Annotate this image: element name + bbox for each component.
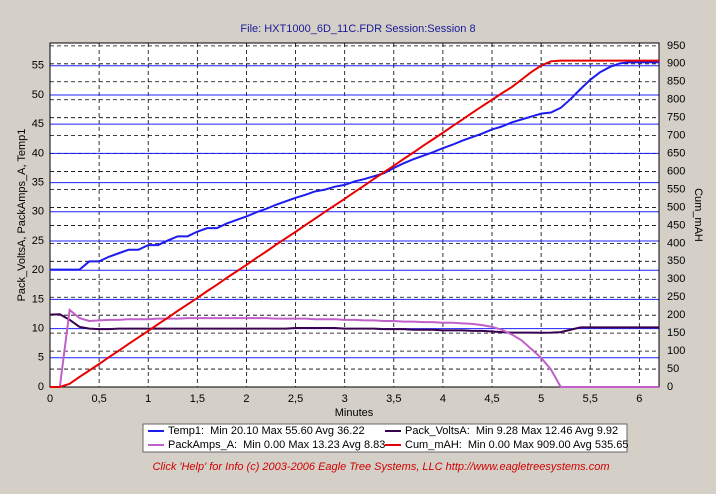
x-tick-label: 2 (243, 393, 249, 405)
y2-tick-label: 0 (667, 381, 673, 393)
y-tick-label: 25 (32, 235, 44, 247)
y2-tick-label: 350 (667, 255, 685, 267)
y2-tick-label: 900 (667, 58, 685, 70)
legend (142, 423, 628, 453)
y-tick-label: 45 (32, 118, 44, 130)
series-line (50, 59, 659, 388)
x-tick-label: 5,5 (583, 393, 598, 405)
y2-tick-label: 850 (667, 76, 685, 88)
y2-tick-label: 50 (667, 363, 679, 375)
y-tick-label: 20 (32, 264, 44, 276)
series-line (50, 61, 659, 271)
x-tick-label: 5 (538, 393, 544, 405)
legend-stats: Min 9.28 Max 12.46 Avg 9.92 (476, 425, 618, 437)
x-tick-label: 4 (440, 393, 446, 405)
x-tick-label: 4,5 (484, 393, 499, 405)
x-tick-label: 3,5 (386, 393, 401, 405)
y-tick-label: 50 (32, 89, 44, 101)
y2-tick-label: 550 (667, 183, 685, 195)
y2-tick-label: 700 (667, 130, 685, 142)
x-tick-label: 0 (47, 393, 53, 405)
y2-axis-label: Cum_mAH (692, 188, 704, 242)
y2-tick-label: 100 (667, 345, 685, 357)
x-tick-label: 0,5 (91, 393, 106, 405)
legend-label: Temp1: (168, 425, 204, 437)
y-tick-label: 55 (32, 60, 44, 72)
legend-stats: Min 0.00 Max 13.23 Avg 8.83 (243, 439, 385, 451)
y-tick-label: 30 (32, 206, 44, 218)
y-tick-label: 5 (38, 352, 44, 364)
chart-title: File: HXT1000_6D_11C.FDR Session:Session… (240, 23, 475, 35)
y-tick-label: 0 (38, 381, 44, 393)
y2-tick-label: 650 (667, 148, 685, 160)
y2-tick-label: 250 (667, 291, 685, 303)
legend-label: Cum_mAH: (405, 439, 462, 451)
legend-label: Pack_VoltsA: (405, 425, 470, 437)
y-tick-label: 35 (32, 176, 44, 188)
y2-tick-label: 800 (667, 94, 685, 106)
y-axis-label: Pack_VoltsA, PackAmps_A, Temp1 (16, 129, 28, 302)
y2-tick-label: 150 (667, 327, 685, 339)
y2-tick-label: 400 (667, 237, 685, 249)
x-tick-label: 1 (145, 393, 151, 405)
plot-border (49, 42, 660, 388)
x-tick-label: 2,5 (288, 393, 303, 405)
y2-tick-label: 750 (667, 112, 685, 124)
footer: Click 'Help' for Info (c) 2003-2006 Eagl… (152, 461, 609, 473)
legend-stats: Min 20.10 Max 55.60 Avg 36.22 (210, 425, 365, 437)
y2-tick-label: 950 (667, 40, 685, 52)
y-tick-label: 15 (32, 293, 44, 305)
x-tick-label: 1,5 (190, 393, 205, 405)
y2-tick-label: 450 (667, 219, 685, 231)
y-tick-label: 40 (32, 147, 44, 159)
x-axis-label: Minutes (335, 407, 374, 419)
y2-tick-label: 300 (667, 273, 685, 285)
x-tick-label: 3 (342, 393, 348, 405)
y-tick-label: 10 (32, 323, 44, 335)
y2-tick-label: 600 (667, 165, 685, 177)
y2-tick-label: 500 (667, 201, 685, 213)
legend-stats: Min 0.00 Max 909.00 Avg 535.65 (468, 439, 629, 451)
x-tick-label: 6 (636, 393, 642, 405)
y2-tick-label: 200 (667, 309, 685, 321)
legend-label: PackAmps_A: (168, 439, 237, 451)
series-line (50, 307, 659, 388)
